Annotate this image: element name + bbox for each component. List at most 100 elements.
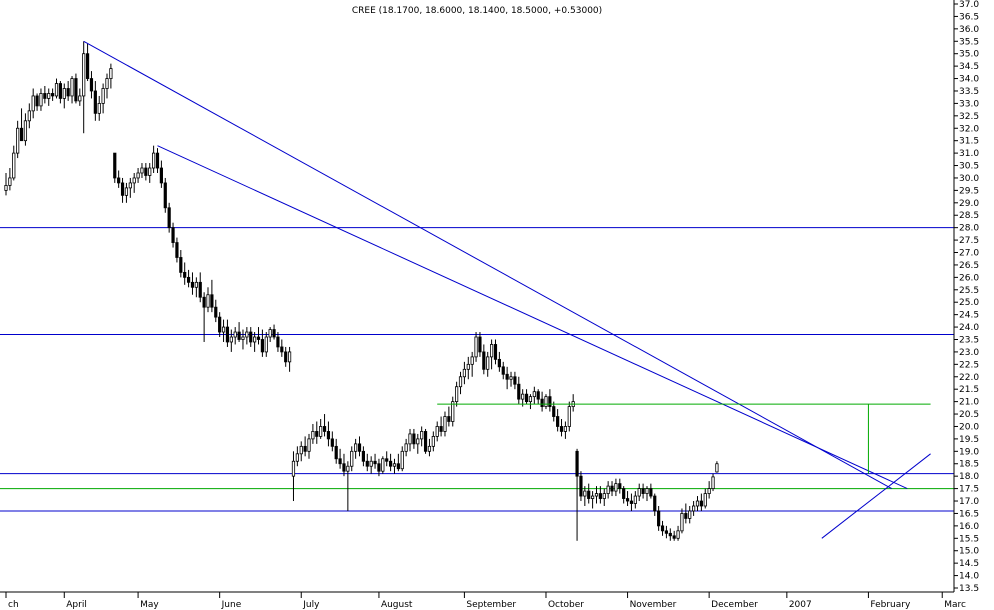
candle bbox=[610, 481, 614, 497]
candle bbox=[563, 421, 568, 439]
candle-body bbox=[51, 93, 55, 97]
candle bbox=[78, 88, 82, 106]
candle-body bbox=[43, 93, 47, 99]
y-tick-label: 13.5 bbox=[959, 584, 979, 594]
candle-body bbox=[183, 271, 187, 278]
candle-body bbox=[579, 475, 583, 497]
candle-body bbox=[342, 463, 346, 472]
candle-body bbox=[591, 495, 595, 499]
candle bbox=[58, 81, 62, 104]
candle bbox=[622, 486, 626, 504]
y-tick-label: 20.0 bbox=[959, 422, 979, 432]
candle bbox=[501, 361, 505, 380]
candle-body bbox=[245, 331, 249, 338]
candle bbox=[128, 177, 132, 198]
candle bbox=[715, 461, 719, 473]
candle bbox=[202, 292, 206, 342]
candle-body bbox=[637, 488, 641, 497]
candle bbox=[132, 172, 136, 193]
y-tick-label: 14.5 bbox=[959, 559, 979, 569]
candle bbox=[338, 448, 342, 469]
candle-body bbox=[233, 331, 237, 338]
candle bbox=[105, 73, 109, 99]
month-label: 2007 bbox=[789, 600, 812, 610]
candle bbox=[218, 312, 222, 338]
candle-body bbox=[548, 396, 552, 407]
candle bbox=[206, 287, 210, 313]
candle bbox=[291, 451, 296, 502]
candle bbox=[489, 339, 494, 370]
candle bbox=[361, 446, 365, 467]
candle-body bbox=[82, 53, 86, 97]
candle-body bbox=[412, 433, 416, 445]
candle-body bbox=[435, 426, 439, 437]
candle-body bbox=[338, 458, 342, 465]
candle bbox=[194, 277, 198, 298]
candle-body bbox=[660, 525, 665, 532]
candle-body bbox=[703, 493, 707, 507]
candle-body bbox=[39, 93, 43, 107]
candle bbox=[315, 421, 319, 444]
candle bbox=[439, 416, 443, 437]
candle bbox=[27, 103, 31, 129]
candle-body bbox=[699, 500, 703, 507]
candle-body bbox=[513, 376, 517, 385]
candle-body bbox=[497, 358, 501, 368]
y-tick-label: 34.5 bbox=[959, 62, 979, 72]
candle-body bbox=[482, 351, 486, 370]
candle bbox=[346, 461, 350, 511]
candle bbox=[598, 486, 602, 504]
candle bbox=[703, 488, 707, 509]
candle-body bbox=[486, 356, 490, 370]
candle bbox=[381, 456, 385, 474]
candle bbox=[284, 346, 288, 367]
candle-body bbox=[8, 177, 12, 186]
y-tick-label: 32.5 bbox=[959, 112, 979, 122]
candle bbox=[350, 446, 354, 472]
candle-body bbox=[74, 78, 78, 102]
candle-body bbox=[16, 127, 20, 154]
candle-body bbox=[657, 510, 661, 527]
candle bbox=[365, 453, 369, 472]
candle bbox=[657, 505, 661, 531]
y-tick-label: 19.5 bbox=[959, 435, 979, 445]
candle bbox=[280, 339, 284, 357]
trend-line bbox=[821, 453, 931, 539]
candle-body bbox=[505, 373, 509, 380]
candle bbox=[431, 431, 435, 452]
candle-body bbox=[221, 326, 226, 333]
candle bbox=[707, 481, 711, 499]
candle-body bbox=[532, 391, 536, 398]
candle-body bbox=[152, 152, 156, 169]
candle bbox=[400, 446, 404, 472]
candle-body bbox=[132, 177, 136, 184]
candle-body bbox=[653, 495, 657, 512]
candle-body bbox=[420, 431, 424, 440]
month-label: July bbox=[302, 600, 320, 610]
y-tick-label: 30.0 bbox=[959, 174, 979, 184]
candle bbox=[229, 329, 233, 352]
candle-body bbox=[692, 505, 696, 512]
candle-body bbox=[606, 485, 610, 494]
y-tick-label: 21.0 bbox=[959, 398, 979, 408]
month-label: ch bbox=[8, 600, 19, 610]
y-tick-label: 20.5 bbox=[959, 410, 979, 420]
y-tick-label: 37.0 bbox=[959, 0, 979, 10]
candle-body bbox=[641, 488, 645, 494]
candle bbox=[334, 438, 338, 464]
candle bbox=[233, 327, 237, 345]
candle-body bbox=[462, 368, 467, 378]
candle bbox=[474, 332, 478, 362]
candle-body bbox=[206, 294, 210, 308]
candle bbox=[295, 446, 299, 467]
candle-body bbox=[93, 90, 97, 114]
candle-body bbox=[489, 344, 494, 358]
candle-body bbox=[295, 453, 299, 462]
candle bbox=[8, 168, 12, 191]
candle bbox=[264, 332, 268, 357]
candle-body bbox=[556, 416, 560, 427]
candle-body bbox=[493, 344, 498, 360]
candle-body bbox=[66, 88, 70, 97]
candle-body bbox=[365, 460, 369, 467]
candle bbox=[214, 299, 218, 323]
